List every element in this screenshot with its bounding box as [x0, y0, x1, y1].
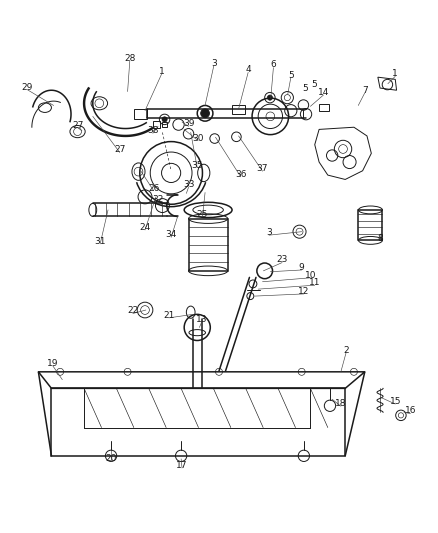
Bar	[188, 219, 228, 271]
Text: 37: 37	[257, 164, 268, 173]
Text: 1: 1	[159, 67, 164, 76]
Text: 27: 27	[72, 120, 83, 130]
Text: 29: 29	[22, 83, 33, 92]
Text: 38: 38	[147, 126, 159, 135]
Text: 19: 19	[47, 359, 59, 368]
Text: 21: 21	[163, 311, 175, 320]
Text: 32: 32	[152, 196, 164, 205]
Text: 20: 20	[106, 454, 117, 463]
Circle shape	[267, 95, 272, 100]
Bar	[162, 122, 167, 127]
Text: 16: 16	[405, 407, 416, 416]
Bar	[153, 121, 160, 128]
Bar	[232, 104, 245, 114]
Text: 30: 30	[192, 134, 204, 143]
Text: 22: 22	[127, 306, 138, 316]
Text: 23: 23	[276, 255, 288, 264]
Text: 26: 26	[148, 184, 159, 192]
Text: 3: 3	[266, 228, 272, 237]
Circle shape	[162, 117, 167, 122]
Text: 18: 18	[335, 399, 346, 408]
Text: 5: 5	[311, 80, 317, 89]
Text: 10: 10	[305, 271, 316, 280]
Text: 6: 6	[271, 60, 276, 69]
Text: 1: 1	[392, 69, 398, 78]
Text: 8: 8	[377, 233, 383, 243]
Text: 2: 2	[343, 345, 349, 354]
Text: 39: 39	[183, 119, 194, 128]
Text: 14: 14	[318, 88, 329, 97]
Text: 9: 9	[299, 263, 304, 272]
Bar	[134, 109, 147, 119]
Text: 5: 5	[302, 84, 308, 93]
Text: 15: 15	[389, 397, 401, 406]
Text: 12: 12	[298, 287, 310, 296]
Circle shape	[201, 109, 209, 118]
Text: 25: 25	[197, 210, 208, 219]
Text: 33: 33	[183, 180, 194, 189]
Text: 36: 36	[235, 169, 247, 179]
Text: 5: 5	[288, 70, 294, 79]
Text: 31: 31	[95, 237, 106, 246]
Text: 4: 4	[245, 65, 251, 74]
Text: 7: 7	[362, 86, 367, 95]
Text: 24: 24	[139, 223, 151, 232]
Text: 28: 28	[124, 54, 135, 63]
Text: 17: 17	[176, 461, 188, 470]
Text: 3: 3	[211, 59, 217, 68]
Bar	[358, 210, 382, 240]
Bar	[319, 104, 328, 111]
Text: 11: 11	[309, 278, 321, 287]
Text: 34: 34	[166, 230, 177, 239]
Text: 35: 35	[191, 160, 203, 169]
Text: 27: 27	[114, 146, 125, 155]
Text: 13: 13	[196, 315, 207, 324]
